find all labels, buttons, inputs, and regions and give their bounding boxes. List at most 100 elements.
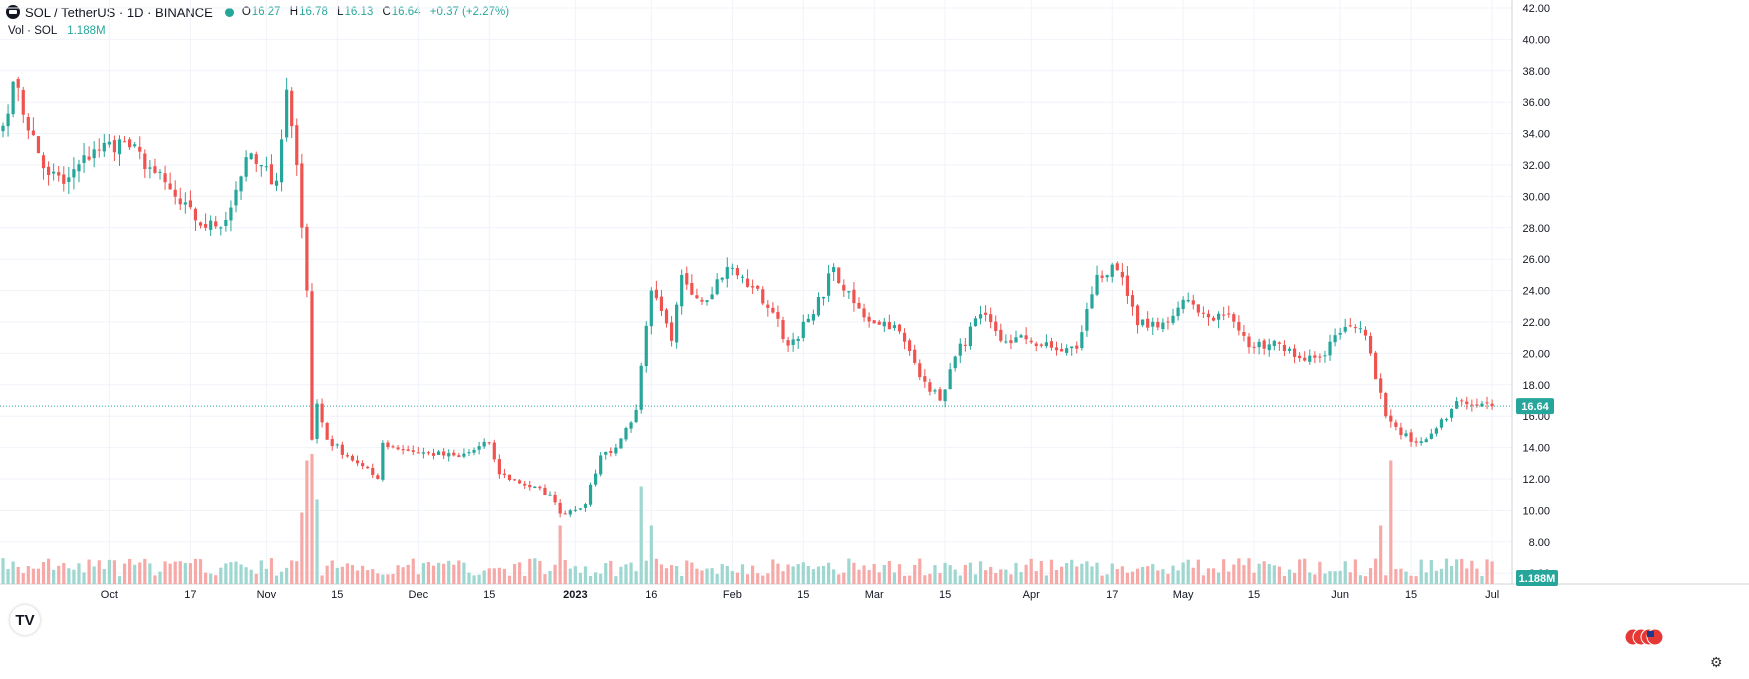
candle-body bbox=[1120, 271, 1124, 278]
volume-bar bbox=[1455, 559, 1459, 584]
candle-body bbox=[1368, 335, 1373, 354]
candle-body bbox=[183, 202, 187, 205]
volume-bar bbox=[730, 571, 734, 584]
volume-bar bbox=[102, 569, 106, 584]
volume-bar bbox=[664, 568, 669, 584]
volume-bar bbox=[1161, 569, 1165, 584]
candle-body bbox=[1308, 355, 1312, 362]
x-tick-label: May bbox=[1173, 589, 1194, 601]
candle-body bbox=[1455, 401, 1459, 409]
volume-bar bbox=[776, 563, 780, 584]
candle-body bbox=[1439, 419, 1444, 428]
volume-bar bbox=[264, 568, 268, 584]
volume-bar bbox=[269, 558, 274, 584]
volume-bar bbox=[1323, 573, 1327, 584]
candle-body bbox=[1070, 346, 1074, 349]
us-flag-icons[interactable] bbox=[1624, 628, 1664, 646]
y-tick-label: 34.00 bbox=[1522, 129, 1550, 141]
candle-body bbox=[578, 508, 583, 510]
volume-bar bbox=[1232, 564, 1236, 584]
candle-body bbox=[923, 376, 927, 382]
candle-body bbox=[193, 208, 198, 221]
volume-bar bbox=[999, 569, 1003, 584]
candle-body bbox=[173, 189, 177, 197]
candle-body bbox=[77, 164, 81, 172]
volume-bar bbox=[219, 567, 223, 584]
volume-bar bbox=[178, 561, 182, 584]
volume-bar bbox=[320, 575, 324, 584]
volume-bar bbox=[756, 573, 760, 584]
volume-bar bbox=[1, 558, 5, 584]
candle-body bbox=[1201, 312, 1206, 314]
volume-bar bbox=[771, 559, 775, 584]
candle-body bbox=[1196, 304, 1200, 313]
volume-bar bbox=[117, 576, 122, 584]
candle-body bbox=[933, 390, 937, 392]
candle-body bbox=[249, 153, 253, 160]
candle-body bbox=[943, 389, 947, 402]
candle-body bbox=[1166, 321, 1170, 323]
candle-body bbox=[406, 449, 410, 451]
volume-bar bbox=[624, 564, 628, 584]
volume-bar bbox=[796, 564, 800, 584]
candle-body bbox=[553, 494, 557, 503]
candle-body bbox=[1217, 313, 1221, 320]
volume-bar bbox=[1318, 561, 1322, 584]
volume-bar bbox=[994, 572, 998, 584]
volume-bar bbox=[57, 565, 61, 584]
candle-body bbox=[411, 450, 415, 452]
candle-body bbox=[882, 321, 886, 327]
candle-body bbox=[528, 484, 532, 488]
volume-bar bbox=[715, 574, 719, 584]
volume-bar bbox=[1252, 572, 1256, 584]
candle-body bbox=[644, 325, 648, 367]
candle-body bbox=[1242, 332, 1246, 336]
candle-body bbox=[1014, 337, 1018, 343]
candle-body bbox=[523, 483, 527, 486]
candle-body bbox=[629, 422, 633, 429]
candle-body bbox=[1394, 422, 1398, 427]
candle-body bbox=[877, 321, 881, 325]
volume-bar bbox=[67, 568, 71, 584]
volume-label: Vol · SOL bbox=[8, 25, 58, 37]
volume-bar bbox=[335, 567, 339, 584]
candle-body bbox=[1004, 341, 1008, 343]
tradingview-logo-icon[interactable]: TV bbox=[10, 605, 40, 635]
candle-body bbox=[11, 81, 15, 115]
volume-bar bbox=[745, 574, 750, 584]
gear-icon[interactable]: ⚙ bbox=[1710, 654, 1723, 670]
volume-bar bbox=[193, 558, 198, 584]
volume-bar bbox=[361, 565, 365, 584]
volume-bar bbox=[705, 568, 709, 584]
candle-body bbox=[872, 320, 876, 324]
volume-bar bbox=[1267, 564, 1271, 584]
candle-body bbox=[594, 473, 598, 485]
candle-body bbox=[1404, 433, 1408, 437]
volume-bar bbox=[502, 568, 507, 584]
candle-body bbox=[1024, 335, 1028, 340]
candle-body bbox=[538, 486, 542, 489]
candle-body bbox=[892, 325, 897, 328]
volume-bar bbox=[877, 572, 881, 584]
candle-body bbox=[1292, 348, 1297, 357]
volume-bar bbox=[826, 562, 831, 584]
candle-body bbox=[1257, 341, 1261, 348]
volume-bar bbox=[968, 562, 973, 584]
candle-body bbox=[821, 296, 826, 299]
candle-body bbox=[908, 340, 912, 352]
candle-body bbox=[669, 322, 674, 341]
volume-bar bbox=[1186, 559, 1190, 584]
candle-body bbox=[386, 442, 390, 448]
candle-body bbox=[1384, 393, 1388, 417]
volume-bar bbox=[1070, 559, 1074, 584]
candle-body bbox=[654, 289, 658, 299]
candle-body bbox=[1029, 340, 1033, 343]
volume-bar bbox=[46, 558, 51, 584]
volume-bar bbox=[1449, 566, 1454, 584]
volume-bar bbox=[1333, 571, 1337, 584]
volume-bar bbox=[1308, 572, 1312, 584]
candle-body bbox=[274, 180, 279, 186]
open-label: O bbox=[241, 6, 251, 18]
volume-bar bbox=[1029, 558, 1033, 584]
